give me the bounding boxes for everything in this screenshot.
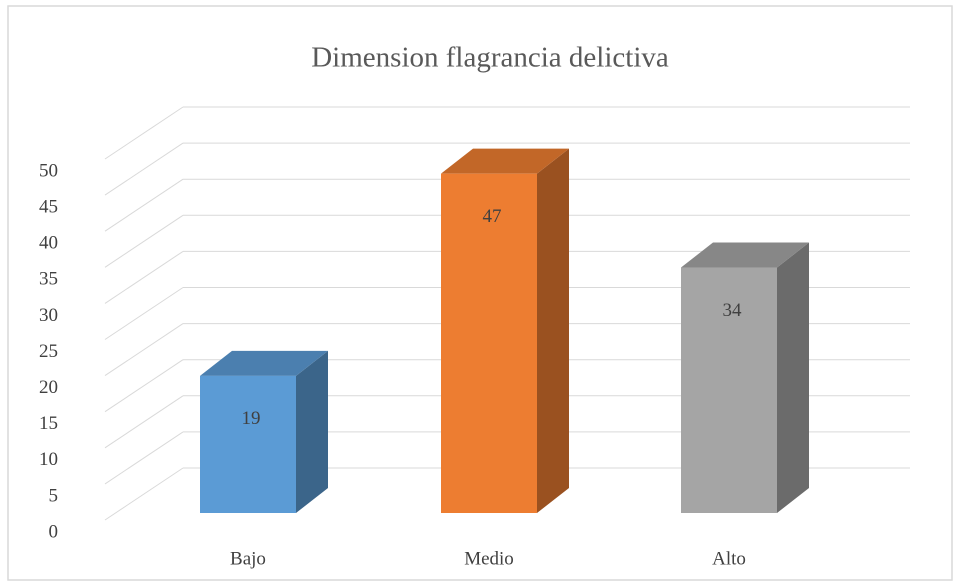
y-tick-label: 0 (49, 521, 59, 542)
data-label: 47 (483, 206, 502, 227)
y-tick-label: 45 (39, 196, 58, 217)
x-tick-label: Medio (464, 548, 514, 569)
bar (441, 173, 537, 513)
y-tick-label: 50 (39, 160, 58, 181)
x-tick-label: Alto (712, 548, 746, 569)
y-tick-label: 40 (39, 233, 58, 254)
y-tick-label: 15 (39, 413, 58, 434)
grid-line-side (104, 287, 184, 340)
grid-line-side (104, 395, 184, 449)
grid-line-side (104, 431, 184, 485)
bar-top (200, 350, 328, 376)
grid-line-side (104, 178, 184, 232)
bar (681, 267, 777, 513)
bar-side (537, 148, 569, 513)
grid-line-side (104, 323, 184, 377)
bar-top (681, 242, 809, 268)
chart-title: Dimension flagrancia delictiva (311, 42, 669, 74)
data-label: 34 (723, 300, 743, 321)
grid-line-side (104, 214, 184, 268)
y-tick-label: 35 (39, 269, 58, 290)
y-tick-label: 25 (39, 341, 58, 362)
x-tick-label: Bajo (230, 548, 266, 569)
grid-line-side (104, 250, 184, 304)
bar-side (296, 350, 328, 513)
y-tick-label: 10 (39, 449, 58, 470)
y-tick-label: 5 (49, 485, 59, 506)
grid-line-side (104, 359, 184, 413)
grid-line-side (104, 467, 184, 521)
bar (200, 375, 296, 513)
y-tick-label: 30 (39, 305, 58, 326)
grid-line-side (104, 142, 184, 196)
bar-side (777, 242, 809, 513)
grid-line-side (104, 106, 184, 160)
y-tick-label: 20 (39, 377, 58, 398)
data-label: 19 (242, 408, 261, 429)
bar-top (441, 148, 569, 174)
